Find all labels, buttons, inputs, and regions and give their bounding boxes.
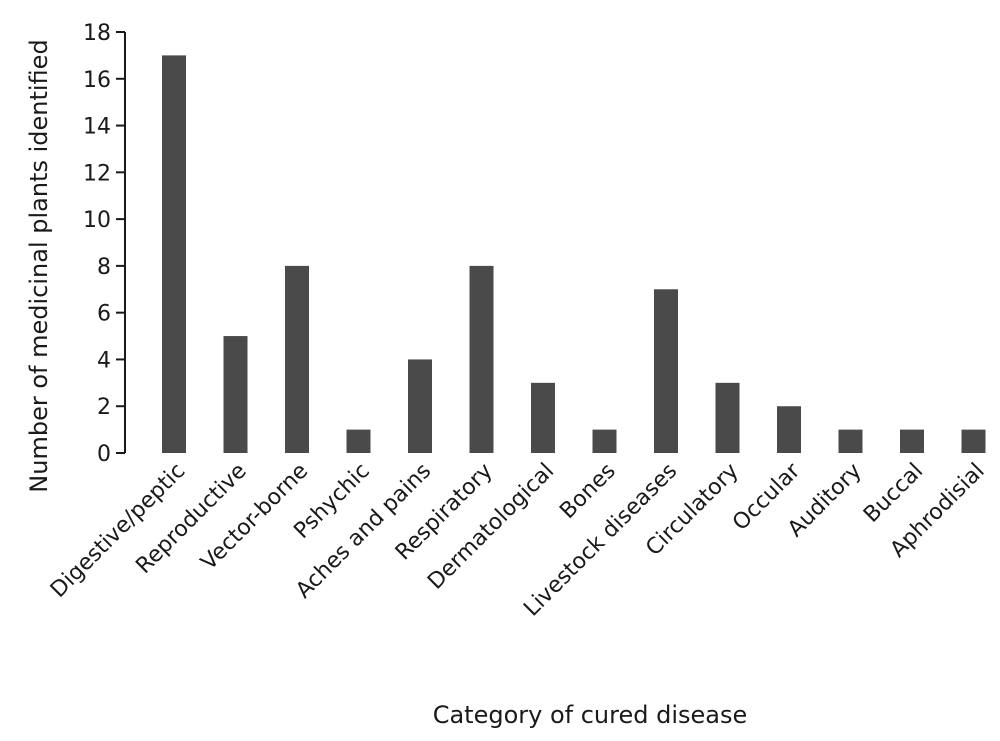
bar [592,429,617,453]
x-tick-label: Reproductive [131,459,251,579]
y-tick-label: 6 [97,302,111,327]
bar [838,429,863,453]
y-tick-label: 14 [83,115,111,140]
y-tick-label: 10 [83,208,111,233]
bar [961,429,986,453]
y-tick-label: 8 [97,255,111,280]
y-ticks: 0 2 4 6 8 10 12 14 16 18 [83,21,125,467]
bar [531,382,555,453]
bars [162,55,986,454]
bar [408,359,432,453]
bar [285,265,309,453]
y-tick-label: 4 [97,348,111,373]
bar [654,289,678,453]
bar [162,55,186,454]
y-axis-title: Number of medicinal plants identified [25,39,53,492]
x-axis-title: Category of cured disease [433,701,748,729]
y-tick-label: 0 [97,442,111,467]
bar [900,429,924,453]
bar [223,336,248,453]
y-tick-label: 18 [83,21,111,46]
y-tick-label: 2 [97,395,111,420]
x-tick-labels: Digestive/pepticReproductiveVector-borne… [46,458,990,622]
bar [715,382,740,453]
bar [469,265,494,453]
y-tick-label: 16 [83,68,111,93]
x-tick-label: Vector-borne [196,459,313,576]
bar [346,429,371,453]
bar [777,406,801,453]
y-tick-label: 12 [83,161,111,186]
